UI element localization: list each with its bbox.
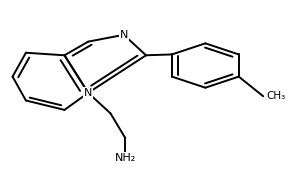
Text: N: N <box>84 88 92 98</box>
Text: CH₃: CH₃ <box>266 91 285 101</box>
Text: NH₂: NH₂ <box>115 153 136 163</box>
Text: N: N <box>119 30 128 40</box>
